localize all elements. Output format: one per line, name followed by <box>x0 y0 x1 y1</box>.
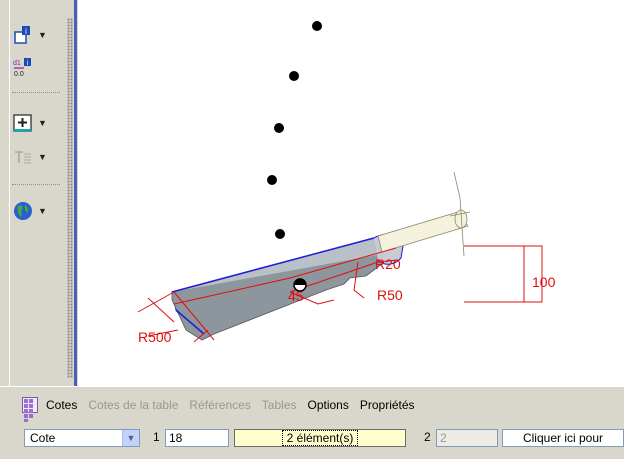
point-marker[interactable] <box>289 71 299 81</box>
insert-table-icon <box>12 112 34 134</box>
tab-cotes[interactable]: Cotes <box>46 398 78 412</box>
type-select[interactable]: Cote ▼ <box>24 429 140 447</box>
dimension-100[interactable]: 100 <box>532 274 556 290</box>
dimension-r20[interactable]: R20 <box>375 256 401 272</box>
field1-input[interactable]: 18 <box>165 429 229 447</box>
dimension-info-button[interactable]: i ▼ <box>12 22 58 48</box>
dimension-values-icon: d1 i 0.0 <box>12 56 34 78</box>
drawing-viewport[interactable]: R20 R50 R500 45 100 <box>78 0 624 386</box>
tab-references: Références <box>189 398 251 412</box>
dimension-lines <box>137 245 543 343</box>
dimension-info-icon: i <box>12 24 34 46</box>
insert-table-button[interactable]: ▼ <box>12 110 58 136</box>
grip-dots <box>67 18 73 378</box>
dimension-r500[interactable]: R500 <box>138 329 172 345</box>
type-select-value: Cote <box>30 431 56 445</box>
model-drawing[interactable]: R20 R50 R500 45 100 <box>78 0 624 386</box>
toolbar-separator <box>12 92 60 93</box>
field1-index-label: 1 <box>153 430 160 444</box>
toolbar-edge <box>0 0 10 386</box>
point-marker[interactable] <box>274 123 284 133</box>
dimension-45[interactable]: 45 <box>288 288 304 304</box>
toolbar-grip[interactable] <box>64 0 78 386</box>
chevron-down-icon[interactable]: ▼ <box>122 430 139 446</box>
point-marker[interactable] <box>267 175 277 185</box>
point-marker[interactable] <box>312 21 322 31</box>
chevron-down-icon[interactable]: ▼ <box>38 118 47 128</box>
text-style-icon <box>12 146 34 168</box>
toolbar-separator <box>12 184 60 185</box>
globe-icon <box>12 200 34 222</box>
tab-tables: Tables <box>261 398 297 412</box>
grip-rail <box>74 0 77 386</box>
field2-index-label: 2 <box>424 430 431 444</box>
svg-text:i: i <box>25 27 27 36</box>
selection-button[interactable]: 2 élément(s) <box>234 429 406 447</box>
globe-button[interactable]: ▼ <box>12 198 58 224</box>
chevron-down-icon[interactable]: ▼ <box>38 206 47 216</box>
dimension-r50[interactable]: R50 <box>377 287 403 303</box>
left-toolbar: i ▼ d1 i 0.0 ▼ <box>0 0 65 386</box>
svg-text:i: i <box>27 60 29 67</box>
selection-marker-icon[interactable] <box>293 278 307 292</box>
tab-options[interactable]: Options <box>307 398 349 412</box>
action-button[interactable]: Cliquer ici pour <box>502 429 624 447</box>
text-style-button[interactable]: ▼ <box>12 144 58 170</box>
chevron-down-icon[interactable]: ▼ <box>38 152 47 162</box>
bottom-tab-strip: Cotes Cotes de la table Références Table… <box>0 386 624 423</box>
selection-label: 2 élément(s) <box>281 430 359 446</box>
field2-input: 2 <box>436 429 498 447</box>
command-bar: Cote ▼ 1 18 2 élément(s) 2 2 Cliquer ici… <box>0 422 624 459</box>
tab-proprietes[interactable]: Propriétés <box>359 398 415 412</box>
svg-text:d1: d1 <box>13 60 21 67</box>
dimension-values-button[interactable]: d1 i 0.0 <box>12 54 58 80</box>
shaft[interactable] <box>377 171 471 257</box>
table-grid-icon[interactable] <box>22 397 38 423</box>
tab-cotes-de-la-table: Cotes de la table <box>88 398 179 412</box>
chevron-down-icon[interactable]: ▼ <box>38 30 47 40</box>
point-marker[interactable] <box>275 229 285 239</box>
dimension-values-label: 0.0 <box>14 71 24 78</box>
